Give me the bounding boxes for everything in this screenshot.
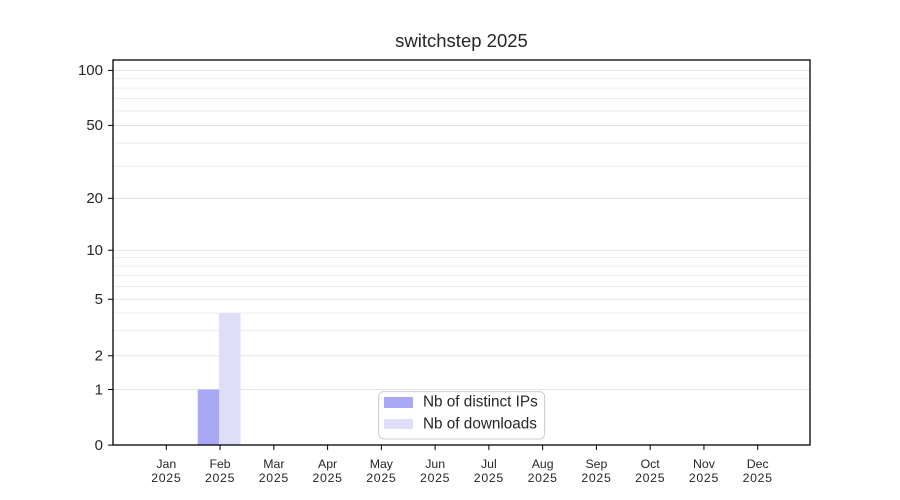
svg-text:Nov: Nov: [693, 457, 716, 471]
svg-text:2025: 2025: [635, 471, 665, 485]
svg-text:2025: 2025: [151, 471, 181, 485]
svg-text:Oct: Oct: [641, 457, 661, 471]
svg-text:Nb of distinct IPs: Nb of distinct IPs: [423, 394, 538, 411]
svg-text:2025: 2025: [313, 471, 343, 485]
svg-text:Jun: Jun: [425, 457, 445, 471]
svg-text:2025: 2025: [366, 471, 396, 485]
svg-text:1: 1: [95, 381, 103, 398]
svg-text:0: 0: [95, 437, 103, 454]
svg-text:Nb of downloads: Nb of downloads: [423, 416, 537, 433]
svg-text:Dec: Dec: [747, 457, 769, 471]
svg-text:2025: 2025: [743, 471, 773, 485]
svg-text:20: 20: [86, 190, 103, 207]
svg-text:2025: 2025: [259, 471, 289, 485]
svg-text:2025: 2025: [528, 471, 558, 485]
svg-text:switchstep 2025: switchstep 2025: [395, 30, 528, 51]
svg-text:10: 10: [86, 242, 103, 259]
svg-text:Apr: Apr: [318, 457, 337, 471]
svg-text:2025: 2025: [689, 471, 719, 485]
svg-text:2025: 2025: [420, 471, 450, 485]
svg-text:5: 5: [95, 291, 103, 308]
svg-text:Sep: Sep: [585, 457, 607, 471]
svg-text:Aug: Aug: [532, 457, 554, 471]
svg-text:Feb: Feb: [209, 457, 230, 471]
svg-text:Mar: Mar: [263, 457, 284, 471]
svg-text:Jan: Jan: [156, 457, 176, 471]
svg-text:100: 100: [78, 62, 103, 79]
svg-text:May: May: [370, 457, 394, 471]
svg-text:2025: 2025: [205, 471, 235, 485]
svg-text:2: 2: [95, 348, 103, 365]
svg-text:Jul: Jul: [481, 457, 497, 471]
svg-text:2025: 2025: [474, 471, 504, 485]
svg-text:2025: 2025: [581, 471, 611, 485]
svg-text:50: 50: [86, 117, 103, 134]
